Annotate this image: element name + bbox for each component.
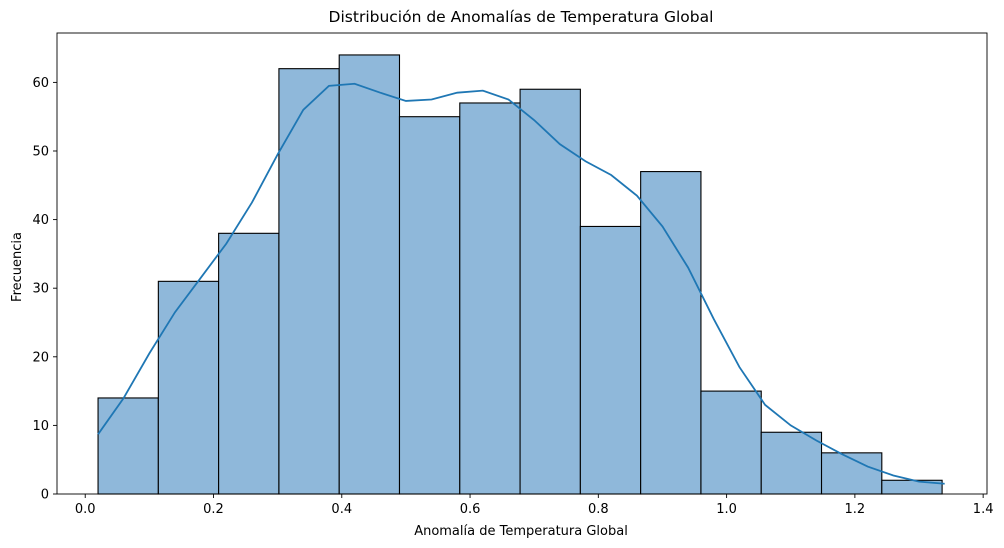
histogram-bar [398,116,461,495]
x-tick-label: 0.0 [75,502,96,517]
histogram-bar [338,54,401,495]
x-axis-label: Anomalía de Temperatura Global [414,524,628,539]
histogram-bar [459,102,521,495]
histogram-bar [97,397,159,495]
y-tick-label: 30 [32,282,49,297]
y-tick-label: 40 [32,213,49,228]
y-axis-label: Frecuencia [10,232,25,302]
histogram-bar [157,280,220,495]
x-tick-label: 1.0 [716,502,737,517]
y-tick-label: 20 [32,350,49,365]
x-tick-label: 1.4 [973,502,994,517]
y-tick-label: 10 [32,419,49,434]
y-tick-label: 60 [32,76,49,91]
x-tick-label: 0.2 [203,502,224,517]
y-tick-label: 0 [41,488,49,503]
histogram-bar [640,171,702,495]
histogram-bar [760,431,823,495]
y-tick-label: 50 [32,144,49,159]
histogram-bar [218,232,280,495]
x-tick-label: 0.6 [460,502,481,517]
bars-group [97,54,943,495]
plot-area-frame [56,32,988,495]
x-axis: 0.0 0.2 0.4 0.6 0.8 1.0 1.2 1.4 [75,494,994,517]
histogram-bar [519,88,581,495]
kde-curve [97,82,945,485]
y-axis: 0 10 20 30 40 50 60 [32,76,57,503]
x-tick-label: 0.4 [331,502,352,517]
x-tick-label: 1.2 [845,502,866,517]
histogram-bar [278,68,340,495]
x-tick-label: 0.8 [588,502,609,517]
histogram-bar [579,225,642,495]
chart-title: Distribución de Anomalías de Temperatura… [329,8,714,26]
histogram-bar [700,390,762,495]
